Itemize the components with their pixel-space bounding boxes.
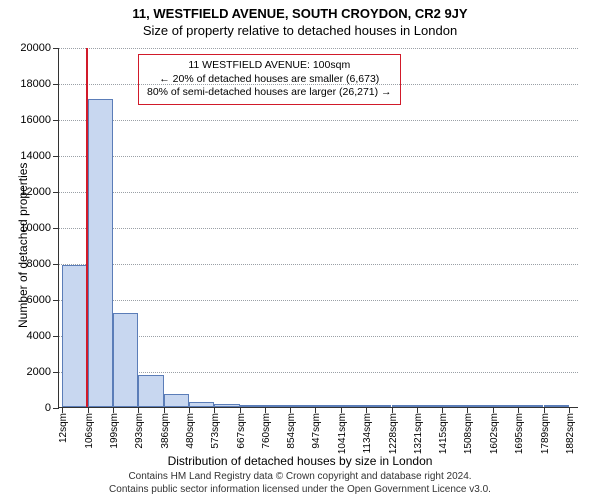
x-tick-label: 1695sqm [514,413,525,454]
x-tick-label: 1789sqm [540,413,551,454]
histogram-bar [164,394,189,407]
y-tick [53,156,59,157]
chart-title: 11, WESTFIELD AVENUE, SOUTH CROYDON, CR2… [0,0,600,21]
histogram-bar [290,405,315,407]
y-tick [53,336,59,337]
histogram-bar [113,313,138,407]
x-tick-label: 1415sqm [438,413,449,454]
y-tick [53,300,59,301]
x-tick-label: 106sqm [84,413,95,449]
histogram-bar [442,405,467,407]
y-tick [53,48,59,49]
histogram-bar [366,405,391,407]
x-tick-label: 480sqm [185,413,196,449]
gridline [59,156,578,157]
y-tick [53,120,59,121]
x-tick-label: 12sqm [58,413,69,443]
x-tick-label: 1041sqm [337,413,348,454]
x-tick-label: 854sqm [286,413,297,449]
y-tick-label: 4000 [27,330,51,342]
x-tick-label: 947sqm [311,413,322,449]
y-tick-label: 18000 [20,78,51,90]
histogram-bar [62,265,87,407]
x-tick-label: 1602sqm [489,413,500,454]
annotation-line-2: ← 20% of detached houses are smaller (6,… [147,73,392,87]
x-tick-label: 667sqm [236,413,247,449]
annotation-line-3: 80% of semi-detached houses are larger (… [147,86,392,100]
y-tick [53,192,59,193]
histogram-bar [392,405,417,407]
y-tick-label: 16000 [20,114,51,126]
x-tick-label: 760sqm [261,413,272,449]
y-tick-label: 0 [45,402,51,414]
histogram-bar [88,99,113,407]
y-tick [53,408,59,409]
histogram-bar [493,405,518,407]
x-tick-label: 386sqm [160,413,171,449]
histogram-bar [417,405,442,407]
x-tick-label: 199sqm [109,413,120,449]
y-tick [53,228,59,229]
footer-line-2: Contains public sector information licen… [0,484,600,497]
histogram-bar [265,405,290,407]
gridline [59,120,578,121]
y-tick-label: 2000 [27,366,51,378]
gridline [59,48,578,49]
marker-annotation: 11 WESTFIELD AVENUE: 100sqm ← 20% of det… [138,54,401,105]
footer-attribution: Contains HM Land Registry data © Crown c… [0,471,600,496]
y-tick-label: 8000 [27,258,51,270]
histogram-bar [138,375,163,407]
y-tick [53,372,59,373]
x-tick-label: 1508sqm [463,413,474,454]
annotation-line-1: 11 WESTFIELD AVENUE: 100sqm [147,59,392,73]
x-axis-label: Distribution of detached houses by size … [0,454,600,468]
y-axis-label: Number of detached properties [16,163,30,328]
property-marker-line [86,48,88,407]
y-tick-label: 6000 [27,294,51,306]
histogram-bar [240,405,265,407]
x-tick-label: 1228sqm [388,413,399,454]
histogram-bar [341,405,366,407]
histogram-bar [315,405,340,407]
gridline [59,264,578,265]
histogram-bar [518,405,543,407]
x-tick-label: 1134sqm [362,413,373,453]
y-tick-label: 14000 [20,150,51,162]
footer-line-1: Contains HM Land Registry data © Crown c… [0,471,600,484]
x-tick-label: 1882sqm [565,413,576,454]
chart-subtitle: Size of property relative to detached ho… [0,21,600,42]
histogram-bar [467,405,492,407]
histogram-bar [189,402,214,407]
x-tick-label: 1321sqm [413,413,424,454]
gridline [59,192,578,193]
chart-container: 11, WESTFIELD AVENUE, SOUTH CROYDON, CR2… [0,0,600,500]
y-tick [53,84,59,85]
x-tick-label: 293sqm [134,413,145,449]
plot-area: 0200040006000800010000120001400016000180… [58,48,578,408]
histogram-bar [544,405,569,407]
gridline [59,300,578,301]
y-tick-label: 20000 [20,42,51,54]
y-tick [53,264,59,265]
x-tick-label: 573sqm [210,413,221,449]
gridline [59,228,578,229]
histogram-bar [214,404,239,407]
